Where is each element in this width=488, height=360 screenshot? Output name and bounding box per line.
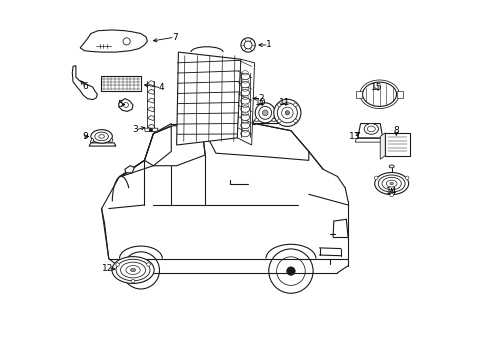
Text: 14: 14 bbox=[385, 187, 397, 196]
Polygon shape bbox=[147, 124, 154, 129]
Text: 2: 2 bbox=[258, 94, 264, 103]
Polygon shape bbox=[252, 120, 278, 123]
Polygon shape bbox=[147, 98, 154, 103]
Polygon shape bbox=[176, 52, 241, 145]
Polygon shape bbox=[147, 107, 154, 112]
Polygon shape bbox=[89, 143, 116, 146]
Polygon shape bbox=[80, 30, 147, 52]
Circle shape bbox=[405, 176, 408, 180]
Polygon shape bbox=[380, 133, 385, 159]
Ellipse shape bbox=[374, 172, 408, 195]
Ellipse shape bbox=[240, 98, 249, 104]
Polygon shape bbox=[356, 91, 361, 98]
Circle shape bbox=[293, 103, 297, 107]
Text: 11: 11 bbox=[278, 98, 290, 107]
Ellipse shape bbox=[240, 106, 249, 112]
Ellipse shape bbox=[240, 130, 249, 137]
Polygon shape bbox=[72, 66, 97, 100]
Ellipse shape bbox=[240, 81, 249, 88]
Circle shape bbox=[277, 119, 281, 123]
Polygon shape bbox=[147, 116, 154, 121]
Polygon shape bbox=[357, 123, 382, 138]
Text: 5: 5 bbox=[117, 100, 123, 109]
Circle shape bbox=[293, 119, 297, 123]
Circle shape bbox=[286, 267, 295, 275]
Ellipse shape bbox=[240, 114, 249, 121]
Ellipse shape bbox=[364, 123, 378, 134]
Ellipse shape bbox=[378, 175, 404, 192]
Text: 9: 9 bbox=[82, 132, 88, 141]
Polygon shape bbox=[354, 139, 384, 142]
Text: 15: 15 bbox=[370, 83, 382, 92]
Text: 3: 3 bbox=[132, 126, 138, 135]
Polygon shape bbox=[109, 138, 113, 143]
Polygon shape bbox=[147, 81, 154, 86]
Text: 10: 10 bbox=[254, 98, 266, 107]
Polygon shape bbox=[237, 59, 254, 145]
Ellipse shape bbox=[362, 82, 396, 107]
Circle shape bbox=[255, 103, 275, 123]
Polygon shape bbox=[147, 89, 154, 94]
Ellipse shape bbox=[240, 73, 249, 80]
Ellipse shape bbox=[112, 257, 154, 283]
Polygon shape bbox=[385, 133, 409, 156]
Circle shape bbox=[277, 103, 281, 107]
Text: 7: 7 bbox=[172, 33, 177, 42]
Ellipse shape bbox=[116, 259, 150, 281]
Text: 1: 1 bbox=[265, 40, 271, 49]
Circle shape bbox=[131, 279, 135, 283]
Circle shape bbox=[374, 176, 377, 180]
Polygon shape bbox=[119, 99, 133, 111]
Ellipse shape bbox=[240, 90, 249, 96]
Text: 12: 12 bbox=[102, 264, 114, 273]
Ellipse shape bbox=[91, 130, 112, 143]
Ellipse shape bbox=[130, 269, 135, 272]
Ellipse shape bbox=[388, 165, 393, 168]
Circle shape bbox=[271, 118, 275, 122]
Polygon shape bbox=[90, 138, 94, 143]
Circle shape bbox=[389, 193, 393, 197]
Circle shape bbox=[285, 111, 289, 115]
Circle shape bbox=[273, 99, 300, 126]
Polygon shape bbox=[396, 91, 402, 98]
Circle shape bbox=[116, 263, 119, 266]
Text: 13: 13 bbox=[348, 132, 360, 141]
Ellipse shape bbox=[240, 122, 249, 129]
Polygon shape bbox=[144, 128, 158, 131]
Circle shape bbox=[137, 267, 144, 274]
Ellipse shape bbox=[99, 135, 104, 138]
Circle shape bbox=[149, 128, 152, 132]
Circle shape bbox=[262, 110, 267, 116]
Text: 4: 4 bbox=[159, 83, 164, 92]
Polygon shape bbox=[101, 76, 141, 91]
Circle shape bbox=[241, 38, 255, 52]
Ellipse shape bbox=[389, 183, 393, 185]
Polygon shape bbox=[124, 166, 134, 173]
Circle shape bbox=[146, 263, 150, 266]
Text: 8: 8 bbox=[393, 126, 398, 135]
Text: 6: 6 bbox=[82, 82, 88, 91]
Circle shape bbox=[254, 118, 258, 122]
